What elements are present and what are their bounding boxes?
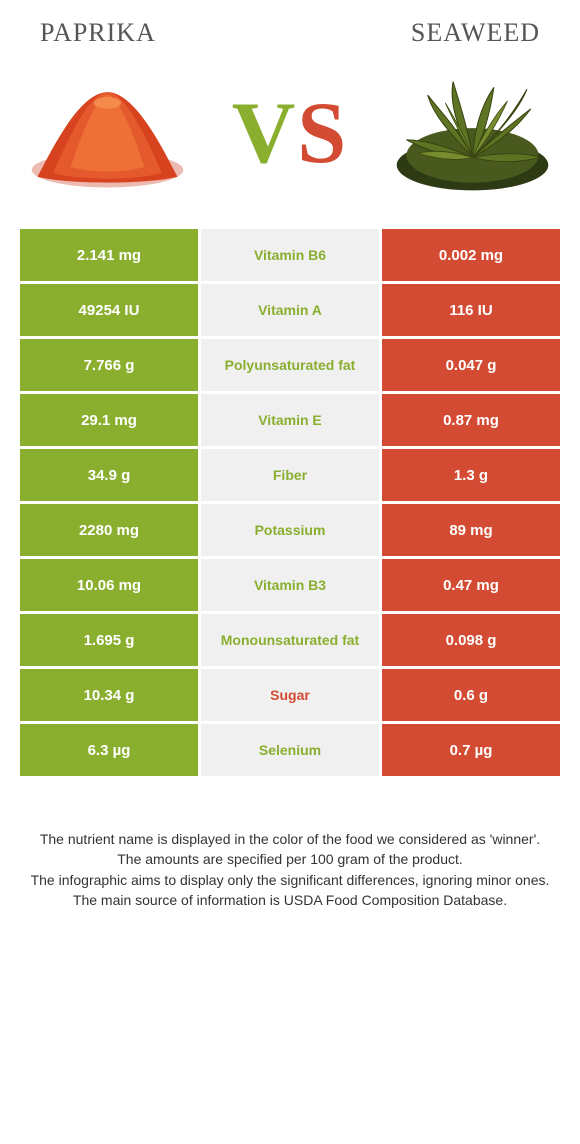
seaweed-image: [385, 66, 560, 201]
left-value-cell: 2.141 mg: [20, 229, 201, 284]
table-row: 49254 IUVitamin A116 IU: [20, 284, 560, 339]
left-value-cell: 1.695 g: [20, 614, 201, 669]
nutrient-name-cell: Selenium: [201, 724, 379, 779]
left-food-title: PAPRIKA: [40, 18, 156, 48]
title-row: PAPRIKA SEAWEED: [0, 0, 580, 56]
table-row: 7.766 gPolyunsaturated fat0.047 g: [20, 339, 560, 394]
right-value-cell: 0.098 g: [379, 614, 560, 669]
nutrient-name-cell: Polyunsaturated fat: [201, 339, 379, 394]
nutrient-name-cell: Vitamin B3: [201, 559, 379, 614]
vs-label: VS: [232, 83, 349, 184]
vs-letter-s: S: [297, 85, 348, 182]
left-value-cell: 34.9 g: [20, 449, 201, 504]
nutrient-name-cell: Sugar: [201, 669, 379, 724]
right-value-cell: 1.3 g: [379, 449, 560, 504]
footnotes: The nutrient name is displayed in the co…: [0, 779, 580, 910]
right-value-cell: 0.7 µg: [379, 724, 560, 779]
table-row: 29.1 mgVitamin E0.87 mg: [20, 394, 560, 449]
left-value-cell: 2280 mg: [20, 504, 201, 559]
nutrient-name-cell: Vitamin E: [201, 394, 379, 449]
footnote-line: The main source of information is USDA F…: [26, 890, 554, 910]
table-row: 6.3 µgSelenium0.7 µg: [20, 724, 560, 779]
table-row: 10.06 mgVitamin B30.47 mg: [20, 559, 560, 614]
right-food-title: SEAWEED: [411, 18, 540, 48]
table-row: 2.141 mgVitamin B60.002 mg: [20, 229, 560, 284]
left-value-cell: 29.1 mg: [20, 394, 201, 449]
nutrient-name-cell: Monounsaturated fat: [201, 614, 379, 669]
footnote-line: The nutrient name is displayed in the co…: [26, 829, 554, 849]
table-row: 1.695 gMonounsaturated fat0.098 g: [20, 614, 560, 669]
footnote-line: The amounts are specified per 100 gram o…: [26, 849, 554, 869]
left-value-cell: 6.3 µg: [20, 724, 201, 779]
left-value-cell: 49254 IU: [20, 284, 201, 339]
right-value-cell: 116 IU: [379, 284, 560, 339]
left-value-cell: 10.34 g: [20, 669, 201, 724]
vs-row: VS: [0, 56, 580, 229]
left-value-cell: 7.766 g: [20, 339, 201, 394]
right-value-cell: 0.47 mg: [379, 559, 560, 614]
footnote-line: The infographic aims to display only the…: [26, 870, 554, 890]
table-row: 10.34 gSugar0.6 g: [20, 669, 560, 724]
left-value-cell: 10.06 mg: [20, 559, 201, 614]
vs-letter-v: V: [232, 85, 298, 182]
right-value-cell: 89 mg: [379, 504, 560, 559]
paprika-image: [20, 66, 195, 201]
right-value-cell: 0.87 mg: [379, 394, 560, 449]
nutrient-name-cell: Vitamin B6: [201, 229, 379, 284]
nutrient-name-cell: Vitamin A: [201, 284, 379, 339]
nutrient-name-cell: Potassium: [201, 504, 379, 559]
table-row: 34.9 gFiber1.3 g: [20, 449, 560, 504]
table-row: 2280 mgPotassium89 mg: [20, 504, 560, 559]
right-value-cell: 0.6 g: [379, 669, 560, 724]
nutrient-name-cell: Fiber: [201, 449, 379, 504]
right-value-cell: 0.002 mg: [379, 229, 560, 284]
nutrient-table: 2.141 mgVitamin B60.002 mg49254 IUVitami…: [20, 229, 560, 779]
right-value-cell: 0.047 g: [379, 339, 560, 394]
